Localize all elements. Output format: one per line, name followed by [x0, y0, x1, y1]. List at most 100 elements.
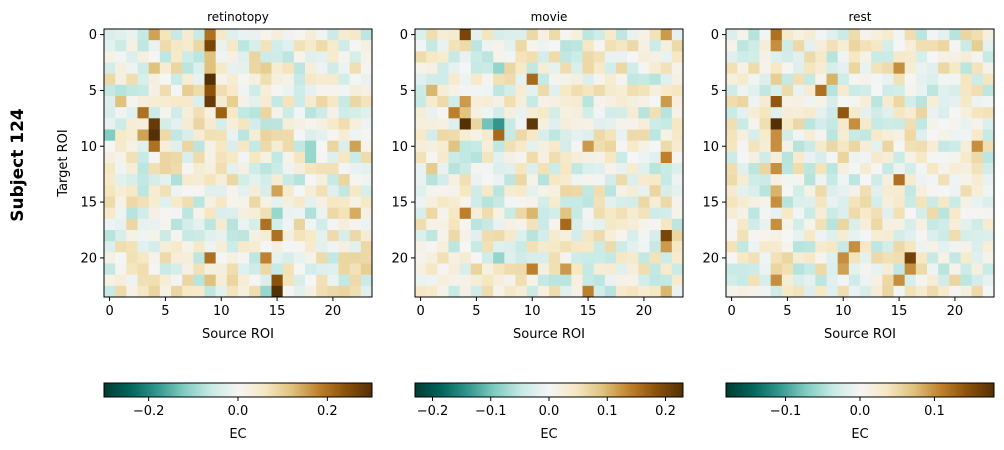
- heatmap-cell: [949, 174, 961, 186]
- heatmap-cell: [338, 207, 351, 220]
- heatmap-cell: [115, 40, 127, 52]
- heatmap-cell: [616, 263, 628, 276]
- heatmap-cell: [560, 84, 572, 97]
- heatmap-cell: [860, 129, 872, 142]
- heatmap-cell: [759, 230, 772, 242]
- heatmap-cell: [327, 163, 339, 175]
- heatmap-cell: [316, 51, 328, 63]
- heatmap-cell: [571, 230, 583, 242]
- heatmap-cell: [971, 252, 984, 264]
- heatmap-cell: [549, 140, 561, 153]
- heatmap-cell: [882, 51, 894, 63]
- heatmap-cell: [938, 196, 950, 209]
- x-axis-label: Source ROI: [513, 327, 585, 342]
- heatmap-cell: [949, 285, 961, 298]
- heatmap-cell: [748, 274, 760, 287]
- heatmap-cell: [338, 218, 351, 231]
- heatmap-cell: [171, 107, 183, 119]
- heatmap-cell: [915, 263, 928, 276]
- heatmap-cell: [526, 140, 539, 153]
- heatmap-cell: [504, 151, 516, 164]
- heatmap-cell: [815, 185, 827, 197]
- heatmap-cell: [515, 29, 528, 41]
- heatmap-cell: [437, 252, 449, 264]
- heatmap-cell: [770, 29, 783, 41]
- heatmap-cell: [815, 285, 827, 298]
- heatmap-cell: [260, 207, 272, 220]
- heatmap-cell: [915, 218, 928, 231]
- heatmap-cell: [748, 252, 760, 264]
- heatmap-cell: [582, 96, 595, 108]
- heatmap-cell: [493, 107, 505, 119]
- heatmap-cell: [137, 84, 150, 97]
- heatmap-cell: [448, 263, 461, 276]
- heatmap-cell: [593, 96, 606, 108]
- heatmap-cell: [448, 84, 461, 97]
- heatmap-cell: [582, 73, 595, 86]
- heatmap-cell: [493, 129, 505, 142]
- heatmap-cell: [349, 73, 362, 86]
- heatmap-cell: [582, 151, 595, 164]
- heatmap-cell: [938, 51, 950, 63]
- heatmap-cell: [515, 207, 528, 220]
- heatmap-cell: [748, 185, 760, 197]
- y-tick-label: 20: [391, 251, 408, 266]
- heatmap-cell: [193, 230, 205, 242]
- heatmap-cell: [415, 96, 427, 108]
- heatmap-cell: [582, 196, 595, 209]
- heatmap-cell: [848, 174, 861, 186]
- heatmap-cell: [571, 73, 583, 86]
- heatmap-cell: [415, 185, 427, 197]
- heatmap-cell: [915, 230, 928, 242]
- heatmap-cell: [204, 62, 217, 75]
- heatmap-cell: [282, 163, 295, 175]
- heatmap-cell: [470, 230, 483, 242]
- heatmap-cell: [470, 163, 483, 175]
- heatmap-cell: [327, 107, 339, 119]
- heatmap-cell: [638, 274, 650, 287]
- heatmap-cell: [282, 252, 295, 264]
- heatmap-cell: [504, 218, 516, 231]
- heatmap-cell: [982, 218, 995, 231]
- heatmap-cell: [249, 96, 261, 108]
- heatmap-cell: [493, 218, 505, 231]
- heatmap-cell: [893, 285, 906, 298]
- heatmap-cell: [260, 185, 272, 197]
- heatmap-cell: [426, 140, 438, 153]
- heatmap-cell: [126, 96, 138, 108]
- heatmap-cell: [671, 40, 684, 52]
- heatmap-cell: [616, 140, 628, 153]
- heatmap-cell: [137, 62, 150, 75]
- heatmap-cell: [815, 62, 827, 75]
- heatmap-cell: [360, 84, 373, 97]
- heatmap-cell: [571, 163, 583, 175]
- heatmap-cell: [293, 185, 306, 197]
- heatmap-cell: [960, 263, 973, 276]
- heatmap-cell: [470, 263, 483, 276]
- heatmap-cell: [415, 73, 427, 86]
- y-tick-label: 0: [89, 28, 97, 43]
- heatmap-cell: [249, 118, 261, 130]
- heatmap-cell: [915, 129, 928, 142]
- heatmap-cell: [781, 263, 794, 276]
- heatmap-cell: [126, 263, 138, 276]
- heatmap-cell: [293, 274, 306, 287]
- heatmap-cell: [893, 151, 906, 164]
- heatmap-cell: [915, 207, 928, 220]
- heatmap-cell: [504, 29, 516, 41]
- heatmap-cell: [748, 29, 760, 41]
- y-tick-label: 0: [400, 28, 408, 43]
- heatmap-cell: [915, 96, 928, 108]
- heatmap-cell: [871, 96, 883, 108]
- heatmap-cell: [815, 29, 827, 41]
- heatmap-cell: [338, 107, 351, 119]
- heatmap-cell: [137, 40, 150, 52]
- heatmap-cell: [226, 29, 239, 41]
- heatmap-cell: [982, 285, 995, 298]
- heatmap-cell: [660, 129, 673, 142]
- heatmap-cell: [437, 230, 449, 242]
- heatmap-cell: [215, 218, 228, 231]
- heatmap-cell: [459, 73, 472, 86]
- heatmap-cell: [426, 51, 438, 63]
- heatmap-cell: [282, 140, 295, 153]
